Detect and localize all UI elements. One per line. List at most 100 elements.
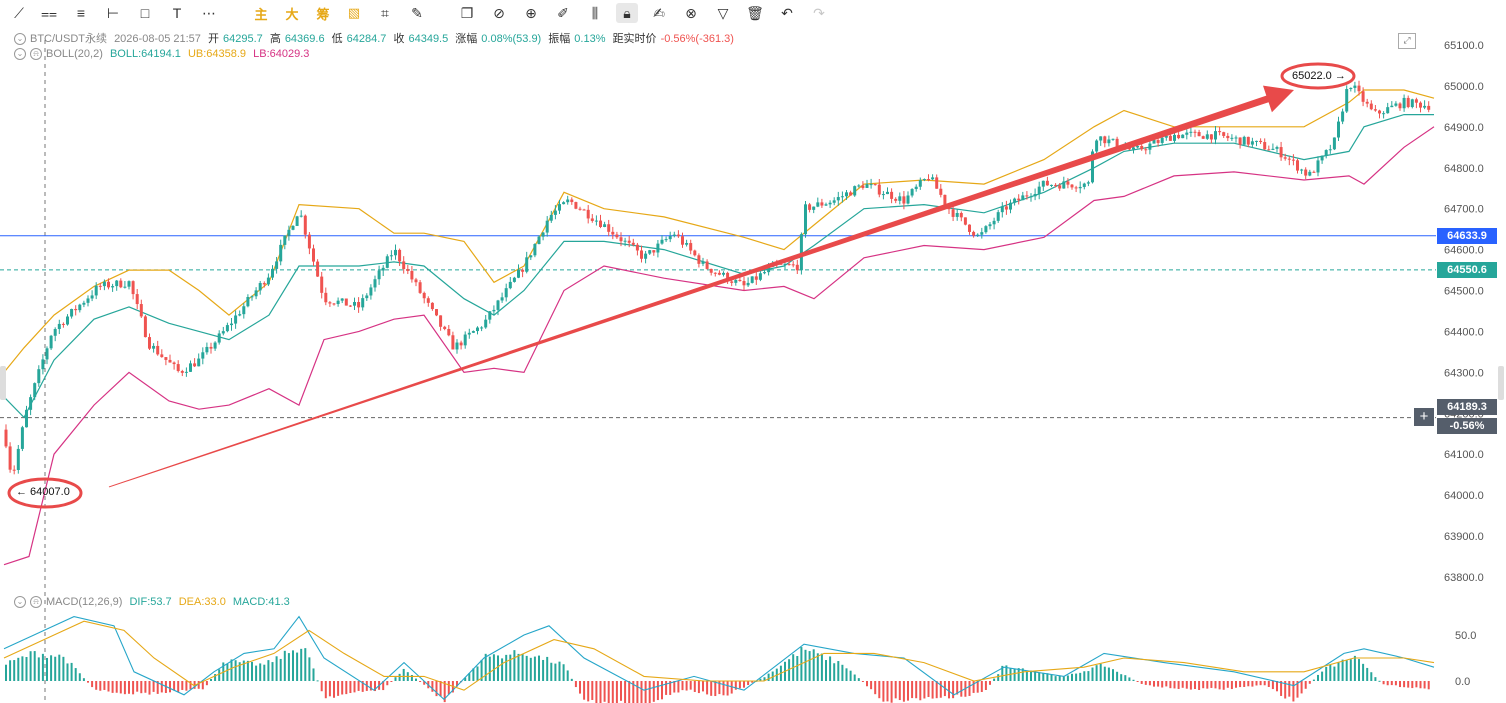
candle-body bbox=[1304, 169, 1308, 176]
macd-bar bbox=[767, 673, 770, 681]
macd-bar bbox=[726, 681, 729, 696]
ruler-icon[interactable]: ⊘ bbox=[493, 4, 505, 21]
macd-bar bbox=[808, 651, 811, 681]
candle-body bbox=[361, 298, 365, 308]
macd-bar bbox=[1075, 673, 1078, 681]
expand-icon[interactable]: ⤢ bbox=[1398, 33, 1416, 49]
indicator-icon[interactable]: ▧ bbox=[347, 5, 361, 20]
candle-body bbox=[508, 281, 512, 289]
main-button[interactable]: 主 bbox=[254, 6, 268, 22]
candle-icon[interactable]: ⫼ bbox=[591, 4, 599, 21]
candle-body bbox=[1275, 147, 1279, 149]
hline-price-tag-1[interactable]: 64633.9 bbox=[1437, 228, 1497, 244]
candle-body bbox=[627, 240, 631, 243]
candle-body bbox=[4, 429, 8, 447]
bell-icon[interactable]: ⍾ bbox=[30, 48, 42, 61]
candle-body bbox=[681, 236, 684, 245]
macd-bar bbox=[816, 653, 819, 681]
candle-body bbox=[1017, 198, 1021, 201]
rectangle-icon[interactable]: □ bbox=[140, 5, 150, 21]
big-button[interactable]: 大 bbox=[285, 6, 299, 22]
candle-body bbox=[976, 234, 980, 236]
macd-axis-tick: 50.0 bbox=[1455, 630, 1476, 642]
candle-body bbox=[1402, 97, 1406, 109]
undo-icon[interactable]: ↶ bbox=[781, 4, 793, 21]
candle-body bbox=[754, 276, 758, 280]
candle-body bbox=[238, 314, 242, 316]
brush-icon[interactable]: ✎ bbox=[411, 4, 423, 21]
candle-body bbox=[853, 186, 857, 196]
candle-body bbox=[1365, 101, 1369, 104]
horizontal-lines-icon[interactable]: ≡ bbox=[76, 5, 86, 21]
ray-icon[interactable]: ⊢ bbox=[106, 4, 120, 21]
candle-body bbox=[562, 202, 566, 205]
parallel-lines-icon[interactable]: ⩵ bbox=[40, 4, 58, 21]
candle-body bbox=[439, 315, 443, 327]
candle-body bbox=[1328, 149, 1332, 151]
macd-bar bbox=[1292, 681, 1295, 702]
trendline-icon[interactable]: ⟋ bbox=[14, 4, 24, 21]
candle-body bbox=[193, 363, 197, 367]
macd-bar bbox=[169, 681, 171, 693]
candle-body bbox=[611, 231, 615, 235]
zoom-icon[interactable]: ⊕ bbox=[525, 4, 537, 21]
more-dots-icon[interactable]: ⋯ bbox=[202, 4, 216, 21]
candle-body bbox=[644, 253, 648, 259]
candle-body bbox=[1308, 171, 1312, 176]
candle-body bbox=[914, 186, 918, 190]
candle-body bbox=[935, 177, 939, 189]
price-axis-tick: 64700.0 bbox=[1444, 204, 1484, 216]
candle-body bbox=[902, 196, 906, 204]
macd-bar bbox=[976, 681, 979, 693]
macd-bar bbox=[410, 674, 413, 681]
macd-bar bbox=[1136, 681, 1139, 682]
add-alert-button[interactable]: + bbox=[1414, 408, 1434, 426]
collapse-icon[interactable]: ⌄ bbox=[14, 33, 26, 46]
candle-body bbox=[299, 215, 303, 217]
trash-icon[interactable]: 🗑︎ bbox=[746, 4, 764, 21]
macd-bar bbox=[1226, 681, 1229, 688]
lock-icon[interactable]: 🔒︎ bbox=[616, 3, 638, 23]
candle-body bbox=[676, 234, 680, 237]
candle-body bbox=[594, 220, 598, 222]
candle-body bbox=[172, 362, 176, 365]
filter-icon[interactable]: ▽ bbox=[717, 4, 729, 21]
candle-body bbox=[435, 309, 438, 316]
candle-body bbox=[184, 371, 188, 373]
candle-body bbox=[1033, 193, 1037, 197]
edit-icon[interactable]: ✍︎ bbox=[653, 4, 665, 21]
bell-icon[interactable]: ⍾ bbox=[30, 596, 42, 609]
candle-body bbox=[951, 209, 955, 217]
macd-bar bbox=[1308, 681, 1311, 684]
candle-body bbox=[127, 281, 131, 287]
macd-bar bbox=[644, 681, 647, 703]
pen-icon[interactable]: ✐ bbox=[557, 4, 569, 21]
candle-body bbox=[545, 220, 549, 233]
candle-body bbox=[1300, 169, 1304, 171]
hline-price-tag-2[interactable]: 64550.6 bbox=[1437, 262, 1497, 278]
candle-body bbox=[1201, 136, 1205, 139]
text-icon[interactable]: T bbox=[172, 5, 182, 21]
candle-body bbox=[316, 261, 320, 277]
magnet-icon[interactable]: ⊗ bbox=[685, 4, 697, 21]
collapse-icon[interactable]: ⌄ bbox=[14, 596, 26, 609]
candle-body bbox=[1419, 102, 1422, 108]
macd-bar bbox=[1345, 660, 1348, 681]
chip-button[interactable]: 筹 bbox=[316, 6, 330, 22]
left-scroll-handle[interactable] bbox=[0, 366, 6, 400]
measure-icon[interactable]: ⌗ bbox=[381, 4, 389, 21]
candle-body bbox=[1144, 149, 1148, 151]
redo-icon[interactable]: ↷ bbox=[813, 4, 825, 21]
macd-name: MACD(12,26,9) bbox=[46, 596, 123, 608]
candle-body bbox=[984, 226, 988, 233]
collapse-icon[interactable]: ⌄ bbox=[14, 48, 26, 61]
open-label: 开 bbox=[207, 33, 219, 45]
right-scroll-handle[interactable] bbox=[1498, 366, 1504, 400]
macd-bar bbox=[1124, 675, 1127, 681]
macd-bar bbox=[579, 681, 581, 694]
macd-bar bbox=[517, 653, 520, 681]
candle-body bbox=[476, 327, 479, 332]
copy-icon[interactable]: ❐ bbox=[460, 4, 474, 21]
macd-bar bbox=[738, 681, 741, 689]
